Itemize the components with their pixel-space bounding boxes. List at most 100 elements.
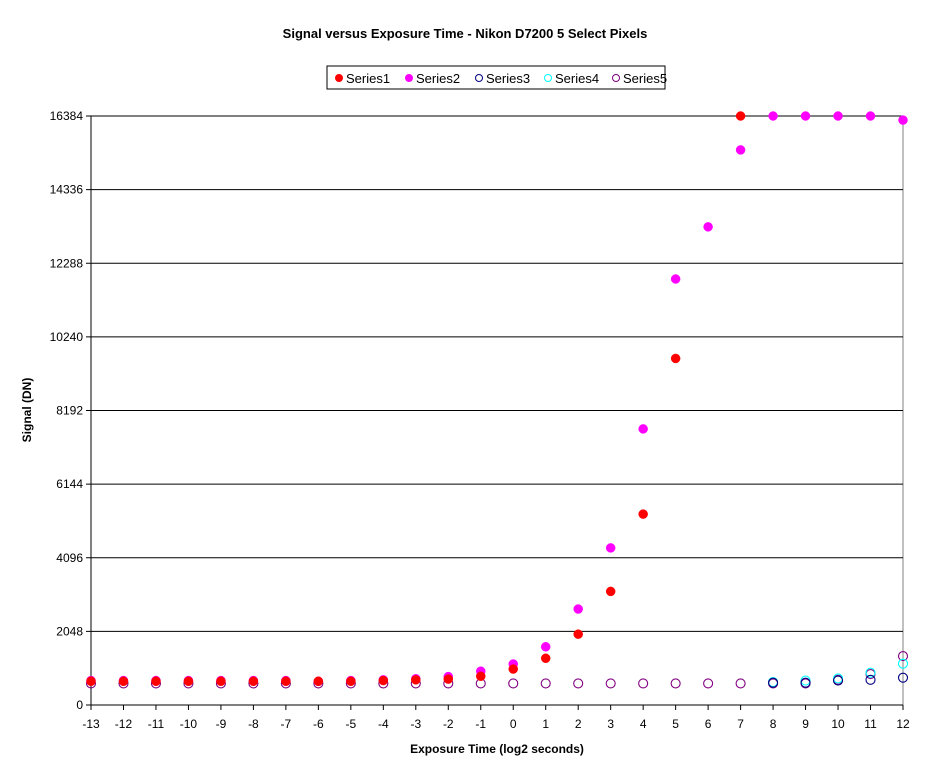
point-series1: [183, 676, 194, 687]
point-series4: [897, 658, 909, 669]
point-series5: [573, 678, 584, 689]
point-series2: [703, 222, 713, 232]
point-series5: [670, 678, 681, 689]
y-axis: 0 2048 4096 6144 8192 10240 12288 14336 16384: [50, 109, 92, 712]
x-tick-label: -6: [313, 717, 324, 731]
y-tick-label: 14336: [50, 183, 84, 197]
y-tick-label: 0: [76, 698, 83, 712]
legend-marker-series1: [335, 74, 343, 82]
y-tick-label: 16384: [50, 109, 84, 123]
point-series1: [313, 676, 324, 687]
point-series1: [638, 509, 648, 519]
point-series2: [638, 424, 648, 434]
x-tick-label: -3: [410, 717, 421, 731]
point-series3: [865, 674, 876, 685]
x-tick-label: -2: [443, 717, 454, 731]
x-tick-label: -10: [180, 717, 198, 731]
point-series1: [216, 676, 226, 687]
x-axis-title: Exposure Time (log2 seconds): [410, 742, 584, 756]
point-series1: [411, 675, 421, 685]
point-series5: [735, 678, 746, 689]
x-tick-label: -9: [216, 717, 227, 731]
point-series5: [540, 678, 551, 689]
x-tick-label: 5: [672, 717, 679, 731]
point-series1: [540, 653, 551, 664]
x-tick-label: 11: [864, 717, 877, 731]
legend-marker-series3: [475, 74, 483, 82]
point-series2: [898, 115, 908, 125]
point-series2: [768, 111, 778, 121]
point-series2: [670, 274, 681, 284]
y-tick-label: 10240: [50, 330, 84, 344]
legend-label-series1: Series1: [346, 71, 390, 86]
point-series2: [735, 145, 746, 155]
point-series1: [281, 676, 291, 687]
point-series1: [670, 353, 681, 364]
point-series2: [573, 604, 583, 614]
point-series3: [768, 677, 779, 688]
point-series2: [833, 111, 843, 121]
x-tick-label: -7: [281, 717, 292, 731]
point-series1: [605, 586, 616, 597]
point-series1: [573, 629, 583, 639]
chart-title: Signal versus Exposure Time - Nikon D720…: [283, 26, 648, 41]
x-axis: -13 -12 -11 -10 -9 -8 -7 -6 -5 -4 -3 -2 -1 0 1 2 3 4 5 6 7 8 9…: [82, 704, 910, 731]
x-tick-label: -13: [82, 717, 100, 731]
x-tick-label: -5: [346, 717, 357, 731]
x-tick-label: 3: [607, 717, 614, 731]
y-tick-label: 2048: [56, 624, 83, 638]
x-tick-label: 12: [896, 717, 910, 731]
y-tick-label: 12288: [50, 256, 84, 270]
x-tick-label: 7: [737, 717, 744, 731]
y-tick-label: 8192: [56, 404, 83, 418]
data-points: [85, 111, 909, 689]
point-series1: [735, 111, 746, 121]
x-tick-label: 4: [640, 717, 647, 731]
x-tick-label: 2: [575, 717, 582, 731]
point-series2: [800, 111, 811, 121]
x-tick-label: 8: [770, 717, 777, 731]
x-tick-label: -8: [248, 717, 259, 731]
legend-label-series4: Series4: [555, 71, 599, 86]
point-series1: [508, 664, 518, 674]
x-tick-label: 9: [802, 717, 809, 731]
legend-label-series2: Series2: [416, 71, 460, 86]
point-series3: [897, 672, 909, 683]
point-series1: [151, 676, 161, 687]
gridlines: [91, 115, 903, 632]
point-series5: [897, 651, 909, 662]
point-series1: [476, 671, 486, 681]
point-series1: [443, 674, 454, 684]
point-series5: [605, 678, 616, 689]
point-series1: [378, 675, 389, 686]
legend-marker-series2: [405, 74, 413, 82]
point-series4: [865, 667, 876, 678]
point-series2: [540, 642, 551, 652]
point-series1: [346, 676, 356, 687]
point-series1: [118, 676, 129, 687]
y-axis-title: Signal (DN): [20, 378, 34, 443]
x-tick-label: 6: [705, 717, 712, 731]
legend-marker-series5: [612, 74, 620, 82]
point-series2: [865, 111, 876, 121]
x-tick-label: 1: [542, 717, 549, 731]
legend: Series1 Series2 Series3 Series4 Series5: [326, 65, 667, 90]
x-tick-label: -1: [475, 717, 486, 731]
legend-label-series3: Series3: [486, 71, 530, 86]
x-tick-label: 10: [831, 717, 845, 731]
point-series5: [508, 678, 519, 689]
point-series1: [86, 676, 96, 687]
x-tick-label: -4: [378, 717, 389, 731]
point-series3: [800, 677, 811, 688]
x-tick-label: 0: [510, 717, 517, 731]
point-series5: [638, 678, 649, 689]
legend-box: [326, 65, 666, 90]
x-tick-label: -12: [115, 717, 133, 731]
y-tick-label: 4096: [56, 551, 83, 565]
point-series2: [605, 543, 616, 553]
legend-marker-series4: [544, 74, 552, 82]
y-tick-label: 6144: [56, 477, 83, 491]
point-series5: [703, 678, 714, 689]
point-series3: [832, 675, 844, 686]
